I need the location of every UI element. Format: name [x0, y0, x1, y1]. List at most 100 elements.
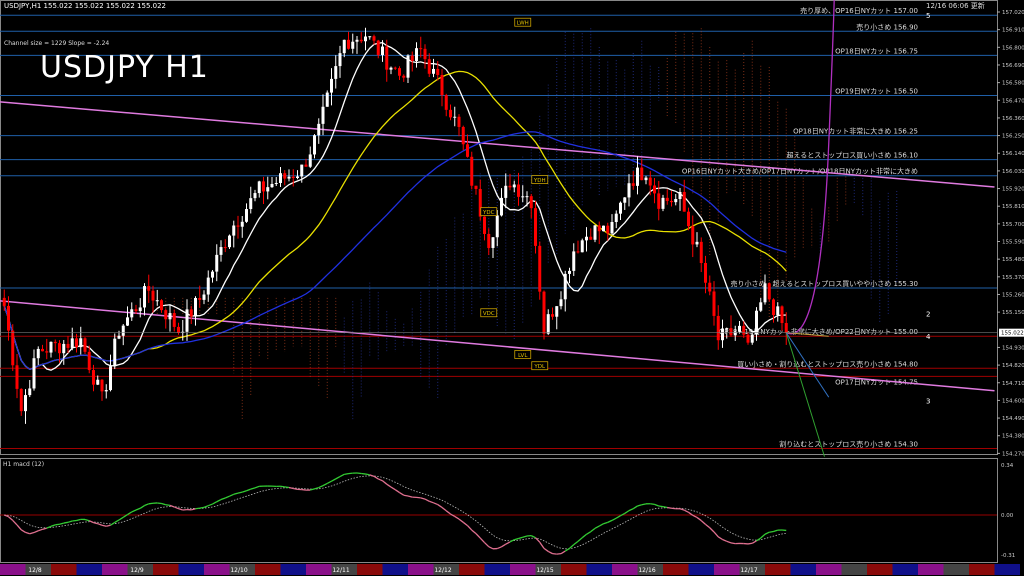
y-tick-label: 155.590 — [1002, 240, 1024, 246]
macd-segment — [191, 508, 196, 511]
macd-segment — [475, 533, 481, 539]
session-segment — [280, 564, 306, 575]
candle — [784, 312, 788, 345]
candle — [228, 234, 231, 249]
ma-mid-line — [3, 70, 787, 371]
candle-body — [495, 215, 499, 238]
candle — [291, 169, 295, 187]
candle-body — [444, 95, 448, 110]
candle — [542, 290, 546, 340]
macd-segment — [424, 498, 430, 502]
candle-body — [457, 116, 461, 127]
candle — [423, 44, 427, 69]
wave-label: 4 — [926, 333, 931, 341]
macd-segment — [250, 487, 256, 490]
macd-segment — [564, 547, 570, 552]
candle-body — [262, 181, 265, 192]
candle — [334, 55, 338, 89]
candle-body — [725, 328, 729, 330]
macd-segment — [560, 550, 566, 555]
candle-body — [100, 379, 104, 392]
session-segment — [561, 564, 587, 575]
level-label: OP18日NYカット 156.75 — [835, 47, 918, 55]
candle-body — [772, 299, 775, 316]
session-segment — [867, 564, 893, 575]
candle — [568, 267, 571, 284]
candle-body — [198, 297, 202, 300]
macd-segment — [764, 531, 770, 535]
macd-segment — [76, 518, 81, 522]
macd-segment — [556, 553, 562, 555]
macd-segment — [518, 536, 523, 540]
current-price-label: 155.022 — [1001, 331, 1024, 337]
candle-body — [351, 41, 355, 49]
macd-segment — [662, 506, 668, 509]
macd-segment — [55, 523, 60, 526]
macd-segment — [229, 493, 235, 497]
candle — [253, 189, 257, 202]
candle — [597, 221, 601, 245]
candle — [219, 240, 223, 262]
candle-body — [538, 245, 542, 292]
macd-segment — [484, 542, 490, 548]
candle-body — [559, 299, 563, 307]
candle-body — [644, 177, 648, 181]
macd-segment — [88, 520, 94, 524]
macd-segment — [106, 524, 111, 527]
macd-segment — [144, 503, 149, 507]
candle — [143, 283, 146, 316]
candle-body — [483, 216, 486, 234]
candle — [36, 346, 40, 365]
candle-body — [640, 167, 644, 181]
session-segment — [408, 564, 434, 575]
candle — [572, 243, 576, 276]
candle-body — [614, 213, 618, 222]
candle-body — [466, 144, 469, 157]
level-label: 割り込むとストップロス売り小さめ 154.30 — [779, 440, 918, 449]
macd-segment — [394, 489, 400, 494]
macd-segment — [479, 537, 485, 543]
candle-body — [500, 197, 503, 216]
candle — [130, 302, 134, 321]
macd-segment — [628, 508, 634, 512]
candle-body — [355, 39, 359, 42]
candle-body — [109, 366, 112, 391]
candle — [41, 344, 44, 352]
macd-segment — [233, 492, 239, 495]
candle — [317, 118, 321, 144]
macd-segment — [462, 521, 468, 527]
macd-segment — [280, 485, 285, 488]
candle — [75, 333, 78, 353]
macd-segment — [29, 531, 35, 535]
candle — [640, 158, 644, 181]
session-segment — [790, 564, 816, 575]
candle — [610, 214, 614, 235]
candle-body — [274, 182, 278, 184]
macd-segment — [667, 506, 672, 509]
candle-body — [236, 225, 240, 227]
candle — [678, 187, 682, 211]
candle — [534, 200, 537, 254]
candle — [104, 384, 108, 399]
candle-body — [330, 78, 333, 93]
session-segment — [255, 564, 281, 575]
macd-segment — [4, 514, 9, 518]
candle-body — [704, 263, 707, 283]
candle-body — [619, 202, 622, 214]
candle-body — [432, 68, 435, 74]
macd-tick-label: 0.34 — [1001, 463, 1014, 469]
y-tick-label: 156.140 — [1002, 151, 1024, 157]
candle — [364, 27, 367, 51]
candle — [376, 39, 380, 59]
candle — [665, 189, 669, 205]
candle-body — [555, 306, 559, 317]
candle-body — [113, 338, 117, 367]
macd-segment — [63, 521, 69, 524]
macd-segment — [344, 473, 349, 475]
y-tick-label: 156.800 — [1002, 45, 1024, 51]
candle-body — [381, 46, 384, 56]
candle-body — [521, 196, 525, 198]
session-segment — [688, 564, 714, 575]
candle-body — [41, 348, 44, 352]
